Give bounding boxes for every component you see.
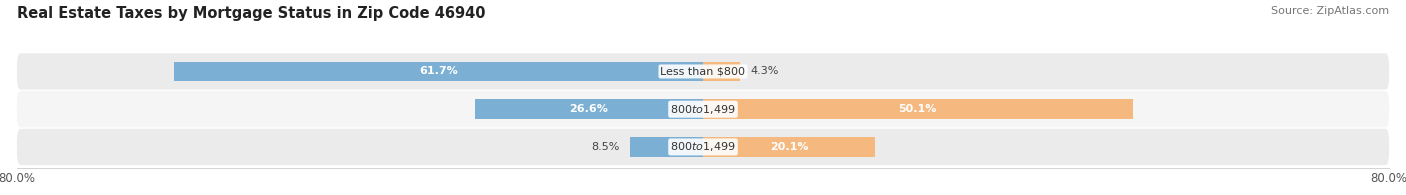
Bar <box>174 62 703 81</box>
FancyBboxPatch shape <box>17 129 1389 165</box>
Text: Less than $800: Less than $800 <box>661 66 745 76</box>
Text: 8.5%: 8.5% <box>592 142 620 152</box>
Text: 4.3%: 4.3% <box>751 66 779 76</box>
FancyBboxPatch shape <box>17 91 1389 127</box>
Text: $800 to $1,499: $800 to $1,499 <box>671 140 735 153</box>
Text: 61.7%: 61.7% <box>419 66 458 76</box>
Bar <box>703 137 876 157</box>
Bar <box>475 99 703 119</box>
Bar <box>703 99 1133 119</box>
FancyBboxPatch shape <box>17 53 1389 90</box>
Text: 20.1%: 20.1% <box>770 142 808 152</box>
Text: $800 to $1,499: $800 to $1,499 <box>671 103 735 116</box>
Text: Source: ZipAtlas.com: Source: ZipAtlas.com <box>1271 6 1389 16</box>
Bar <box>703 62 740 81</box>
Text: 26.6%: 26.6% <box>569 104 609 114</box>
Bar <box>630 137 703 157</box>
Text: 50.1%: 50.1% <box>898 104 936 114</box>
Text: Real Estate Taxes by Mortgage Status in Zip Code 46940: Real Estate Taxes by Mortgage Status in … <box>17 6 485 21</box>
